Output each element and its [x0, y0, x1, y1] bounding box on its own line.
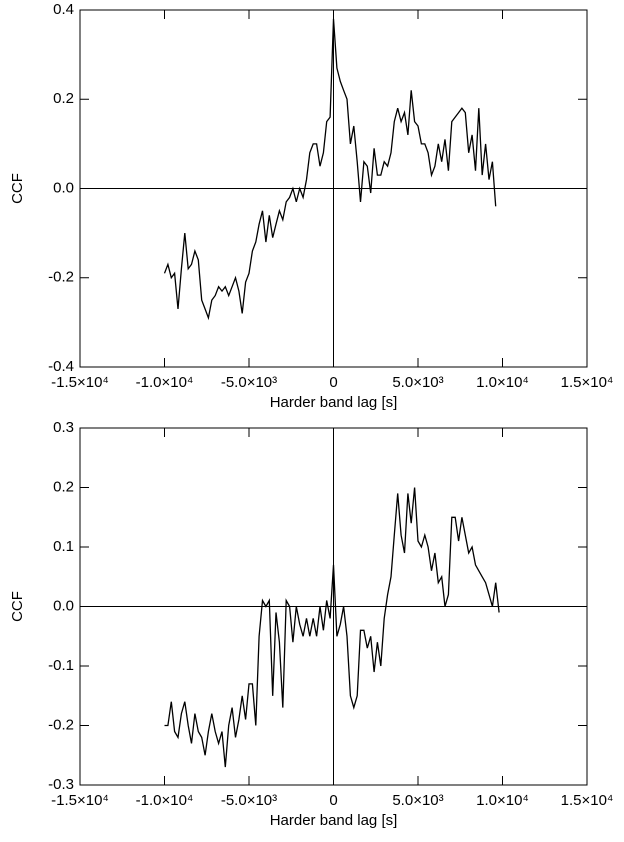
x-tick-label: -5.0×10³ — [221, 792, 277, 809]
y-tick-label: -0.4 — [48, 358, 74, 375]
x-axis-label: Harder band lag [s] — [270, 812, 398, 829]
y-tick-label: -0.2 — [48, 716, 74, 733]
x-tick-label: 0 — [329, 792, 337, 809]
x-tick-label: 1.0×10⁴ — [476, 374, 529, 391]
x-tick-label: 5.0×10³ — [392, 374, 443, 391]
y-tick-label: -0.3 — [48, 776, 74, 793]
x-tick-label: -1.5×10⁴ — [51, 792, 109, 809]
y-tick-label: 0.2 — [53, 90, 74, 107]
y-tick-label: -0.1 — [48, 657, 74, 674]
y-axis-label: CCF — [9, 591, 26, 622]
x-tick-label: 5.0×10³ — [392, 792, 443, 809]
x-tick-label: -5.0×10³ — [221, 374, 277, 391]
y-tick-label: 0.0 — [53, 597, 74, 614]
x-tick-label: 1.5×10⁴ — [561, 792, 614, 809]
y-tick-label: 0.1 — [53, 538, 74, 555]
y-tick-label: 0.0 — [53, 179, 74, 196]
y-tick-label: 0.2 — [53, 478, 74, 495]
x-tick-label: 1.5×10⁴ — [561, 374, 614, 391]
x-tick-label: 0 — [329, 374, 337, 391]
y-tick-label: 0.4 — [53, 1, 74, 18]
y-tick-label: 0.3 — [53, 419, 74, 436]
ccf-line — [163, 18, 497, 321]
ccf-line — [164, 487, 500, 768]
x-tick-label: -1.0×10⁴ — [136, 374, 194, 391]
y-axis-label: CCF — [9, 173, 26, 204]
x-tick-label: -1.0×10⁴ — [136, 792, 194, 809]
x-axis-label: Harder band lag [s] — [270, 394, 398, 411]
y-tick-label: -0.2 — [48, 269, 74, 286]
x-tick-label: 1.0×10⁴ — [476, 792, 529, 809]
x-tick-label: -1.5×10⁴ — [51, 374, 109, 391]
